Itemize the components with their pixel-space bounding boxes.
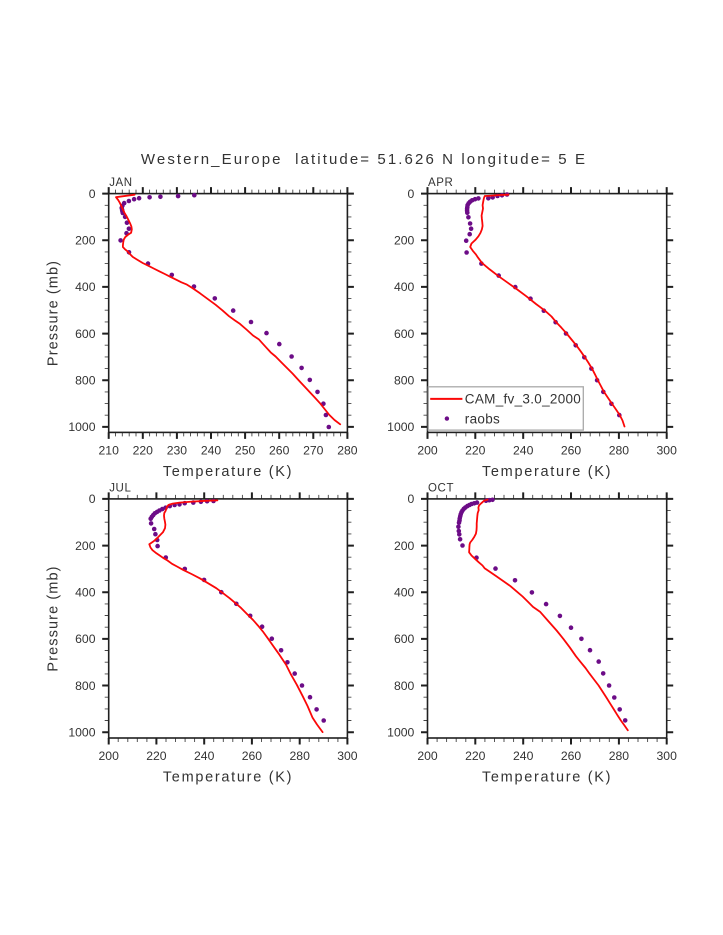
svg-text:1000: 1000 <box>68 420 95 434</box>
svg-text:210: 210 <box>99 444 120 458</box>
svg-text:260: 260 <box>242 749 263 763</box>
svg-text:300: 300 <box>337 749 358 763</box>
svg-text:0: 0 <box>89 187 96 201</box>
svg-text:raobs: raobs <box>465 412 500 427</box>
svg-text:Temperature (K): Temperature (K) <box>163 770 293 786</box>
svg-text:240: 240 <box>513 749 534 763</box>
svg-text:280: 280 <box>609 444 630 458</box>
svg-text:1000: 1000 <box>68 726 95 740</box>
svg-text:200: 200 <box>75 539 96 553</box>
svg-text:JUL: JUL <box>109 482 131 494</box>
svg-text:400: 400 <box>75 586 96 600</box>
svg-text:400: 400 <box>75 280 96 294</box>
svg-text:800: 800 <box>394 374 415 388</box>
svg-text:Pressure (mb): Pressure (mb) <box>46 260 62 366</box>
svg-text:280: 280 <box>609 749 630 763</box>
svg-text:200: 200 <box>394 539 415 553</box>
svg-text:200: 200 <box>99 749 120 763</box>
svg-text:1000: 1000 <box>387 420 414 434</box>
svg-text:600: 600 <box>394 327 415 341</box>
svg-text:200: 200 <box>394 234 415 248</box>
svg-text:220: 220 <box>465 444 486 458</box>
svg-text:240: 240 <box>513 444 534 458</box>
svg-text:200: 200 <box>417 444 438 458</box>
svg-text:Temperature (K): Temperature (K) <box>482 770 612 786</box>
svg-text:CAM_fv_3.0_2000: CAM_fv_3.0_2000 <box>465 392 581 407</box>
svg-text:JAN: JAN <box>109 177 133 189</box>
svg-text:260: 260 <box>269 444 290 458</box>
svg-text:220: 220 <box>133 444 154 458</box>
svg-text:0: 0 <box>89 492 96 506</box>
svg-text:Western_Europe latitude= 51.6: Western_Europe latitude= 51.626 N longit… <box>141 151 587 168</box>
svg-text:0: 0 <box>408 187 415 201</box>
svg-text:300: 300 <box>657 444 678 458</box>
svg-text:200: 200 <box>417 749 438 763</box>
svg-text:300: 300 <box>657 749 678 763</box>
svg-text:230: 230 <box>167 444 188 458</box>
svg-text:400: 400 <box>394 280 415 294</box>
svg-text:Pressure (mb): Pressure (mb) <box>46 565 62 671</box>
svg-text:800: 800 <box>394 679 415 693</box>
svg-text:280: 280 <box>290 749 311 763</box>
svg-text:270: 270 <box>303 444 324 458</box>
svg-text:800: 800 <box>75 679 96 693</box>
svg-text:280: 280 <box>337 444 358 458</box>
svg-text:240: 240 <box>201 444 222 458</box>
svg-text:400: 400 <box>394 586 415 600</box>
svg-text:800: 800 <box>75 374 96 388</box>
svg-text:200: 200 <box>75 234 96 248</box>
svg-text:250: 250 <box>235 444 256 458</box>
svg-text:600: 600 <box>394 632 415 646</box>
svg-text:220: 220 <box>465 749 486 763</box>
svg-text:260: 260 <box>561 444 582 458</box>
svg-text:0: 0 <box>408 492 415 506</box>
svg-text:220: 220 <box>146 749 167 763</box>
svg-text:600: 600 <box>75 632 96 646</box>
svg-text:1000: 1000 <box>387 726 414 740</box>
svg-text:OCT: OCT <box>428 482 454 494</box>
svg-text:APR: APR <box>428 177 453 189</box>
svg-text:260: 260 <box>561 749 582 763</box>
svg-text:600: 600 <box>75 327 96 341</box>
svg-text:240: 240 <box>194 749 215 763</box>
svg-text:Temperature (K): Temperature (K) <box>482 464 612 480</box>
svg-text:Temperature (K): Temperature (K) <box>163 464 293 480</box>
